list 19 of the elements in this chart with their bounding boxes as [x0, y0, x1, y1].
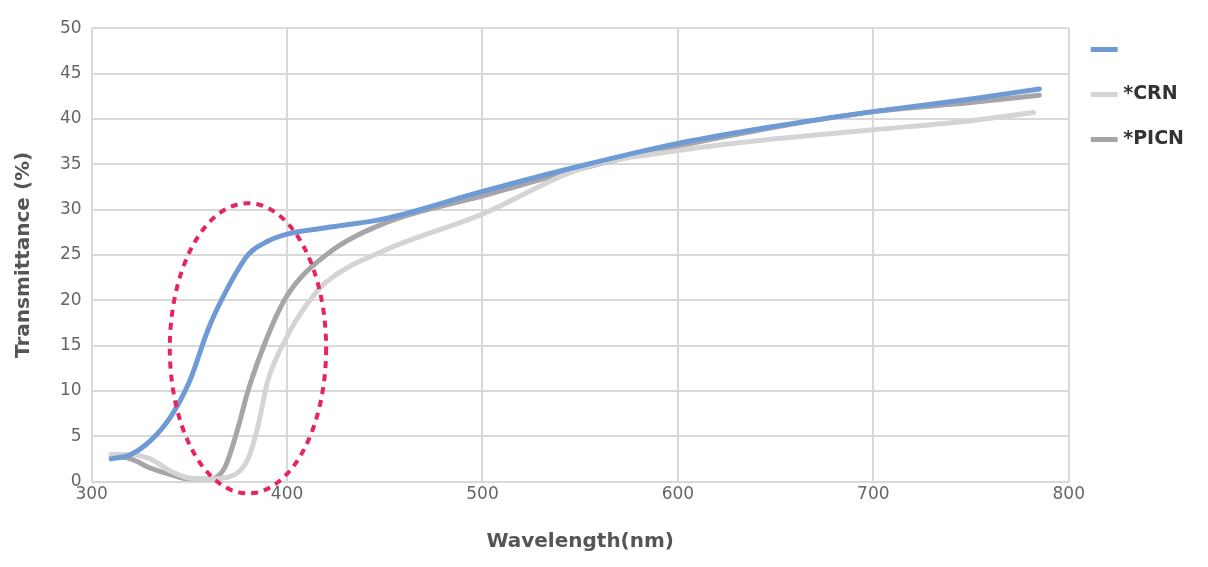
legend-label: *CRN [1123, 81, 1178, 104]
y-tick-label: 50 [59, 16, 82, 37]
x-axis-title: Wavelength(nm) [486, 528, 674, 553]
y-tick-label: 5 [70, 424, 82, 445]
y-tick-label: 40 [59, 107, 82, 128]
y-axis-title: Transmittance (%) [10, 151, 35, 358]
y-tick-label: 25 [59, 243, 82, 264]
y-tick-label: 30 [59, 197, 82, 218]
y-tick-label: 15 [59, 334, 82, 354]
y-tick-label: 45 [59, 61, 82, 82]
x-tick-label: 800 [1052, 483, 1085, 504]
x-tick-label: 600 [661, 483, 695, 504]
y-tick-label: 20 [59, 288, 82, 309]
x-tick-label: 400 [270, 483, 304, 504]
x-tick-label: 700 [857, 483, 890, 504]
y-tick-label: 10 [59, 379, 82, 400]
y-tick-label: 35 [59, 152, 82, 173]
legend-label: *PICN [1123, 126, 1185, 149]
x-tick-label: 500 [466, 483, 499, 504]
